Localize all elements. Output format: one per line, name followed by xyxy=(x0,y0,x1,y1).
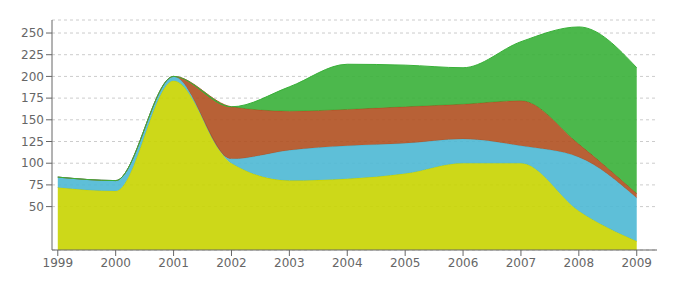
svg-text:125: 125 xyxy=(21,135,44,149)
svg-text:225: 225 xyxy=(21,48,44,62)
svg-text:2004: 2004 xyxy=(332,256,363,270)
svg-text:2008: 2008 xyxy=(564,256,595,270)
svg-text:2005: 2005 xyxy=(390,256,421,270)
svg-text:75: 75 xyxy=(29,178,44,192)
svg-text:2006: 2006 xyxy=(448,256,479,270)
svg-text:1999: 1999 xyxy=(43,256,74,270)
svg-text:200: 200 xyxy=(21,70,44,84)
svg-text:2003: 2003 xyxy=(274,256,305,270)
svg-text:2001: 2001 xyxy=(158,256,189,270)
svg-text:175: 175 xyxy=(21,91,44,105)
svg-text:100: 100 xyxy=(21,156,44,170)
svg-text:2007: 2007 xyxy=(506,256,537,270)
svg-text:250: 250 xyxy=(21,26,44,40)
svg-text:150: 150 xyxy=(21,113,44,127)
svg-text:50: 50 xyxy=(29,200,44,214)
svg-text:2009: 2009 xyxy=(621,256,652,270)
svg-text:2000: 2000 xyxy=(100,256,131,270)
svg-text:2002: 2002 xyxy=(216,256,247,270)
